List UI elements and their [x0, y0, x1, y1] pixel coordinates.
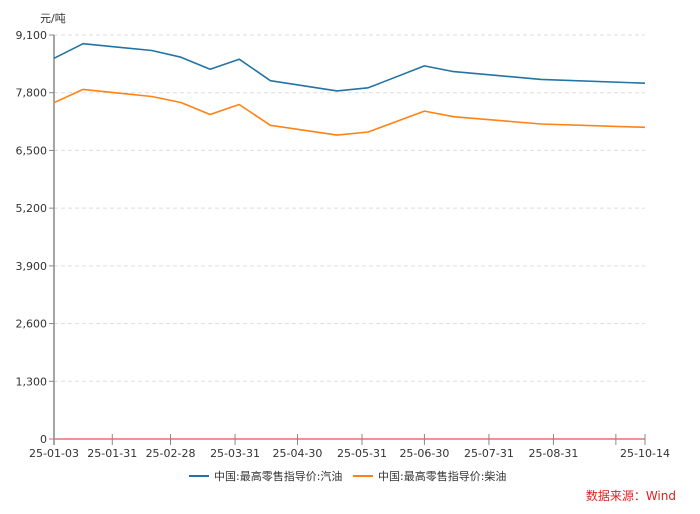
y-tick-label: 6,500 — [16, 144, 48, 157]
gridlines — [54, 34, 645, 382]
x-tick-label: 25-08-31 — [528, 447, 578, 460]
x-tick-label: 25-06-30 — [399, 447, 449, 460]
y-axis: 0 1,300 2,600 3,900 5,200 6,500 7,800 9,100 — [16, 29, 55, 446]
y-axis-unit-label: 元/吨 — [40, 12, 66, 25]
data-source-label: 数据来源：Wind — [585, 489, 676, 503]
x-tick-label: 25-05-31 — [337, 447, 387, 460]
y-tick-label: 5,200 — [16, 202, 48, 215]
x-tick-label: 25-01-03 — [29, 447, 79, 460]
y-tick-label: 1,300 — [16, 375, 48, 388]
x-tick-label: 25-01-31 — [87, 447, 137, 460]
legend-swatch-diesel-icon — [353, 475, 373, 477]
series-diesel-line — [53, 88, 646, 136]
series-lines — [53, 42, 646, 136]
y-tick-label: 9,100 — [16, 29, 48, 42]
x-axis: 25-01-03 25-01-31 25-02-28 25-03-31 25-04-30… — [29, 434, 670, 460]
legend-item-diesel[interactable]: 中国:最高零售指导价:柴油 — [353, 468, 506, 484]
series-gasoline-line — [53, 42, 646, 92]
x-tick-label: 25-02-28 — [146, 447, 196, 460]
x-tick-label: 25-04-30 — [273, 447, 323, 460]
x-tick-label: 25-10-14 — [620, 447, 670, 460]
y-tick-label: 2,600 — [16, 318, 48, 331]
y-tick-label: 0 — [40, 433, 47, 446]
legend-label-gasoline: 中国:最高零售指导价:汽油 — [214, 470, 343, 483]
y-tick-label: 7,800 — [16, 87, 48, 100]
x-tick-label: 25-07-31 — [464, 447, 514, 460]
y-tick-label: 3,900 — [16, 260, 48, 273]
legend-item-gasoline[interactable]: 中国:最高零售指导价:汽油 — [189, 468, 342, 484]
legend-label-diesel: 中国:最高零售指导价:柴油 — [378, 470, 507, 483]
legend-swatch-gasoline-icon — [189, 475, 209, 477]
legend: 中国:最高零售指导价:汽油 中国:最高零售指导价:柴油 — [0, 468, 700, 486]
x-tick-label: 25-03-31 — [210, 447, 260, 460]
